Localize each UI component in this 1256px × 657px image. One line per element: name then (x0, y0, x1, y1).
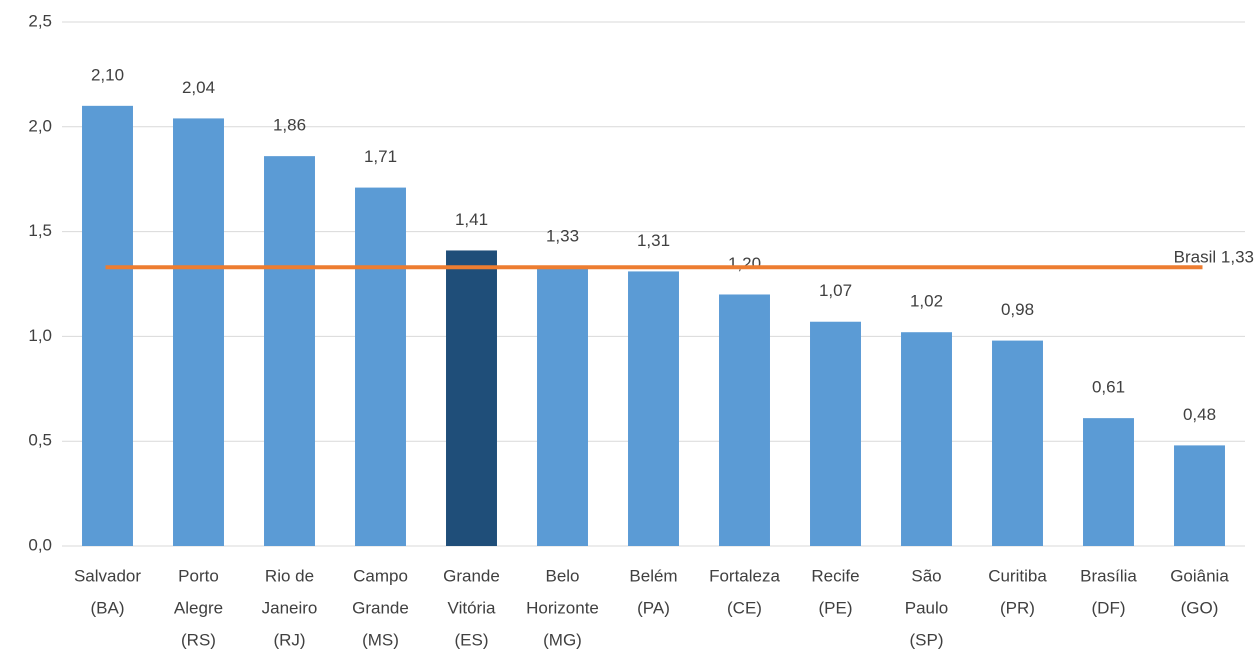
x-tick-label: (SP) (910, 630, 944, 649)
y-tick-label: 1,0 (28, 326, 52, 345)
value-label: 1,41 (455, 210, 488, 229)
x-tick-label: Grande (443, 566, 500, 585)
y-tick-label: 2,5 (28, 11, 52, 30)
value-label: 1,31 (637, 231, 670, 250)
x-tick-label: Paulo (905, 598, 948, 617)
x-tick-label: Janeiro (262, 598, 318, 617)
value-label: 1,07 (819, 281, 852, 300)
bar (810, 321, 861, 546)
value-label: 1,20 (728, 254, 761, 273)
bar (992, 340, 1043, 546)
bar (173, 118, 224, 546)
x-tick-label: Belém (629, 566, 677, 585)
bar (628, 271, 679, 546)
value-label: 2,10 (91, 65, 124, 84)
value-label: 1,71 (364, 147, 397, 166)
x-tick-label: (GO) (1181, 598, 1219, 617)
value-label: 1,86 (273, 116, 306, 135)
x-tick-label: (PR) (1000, 598, 1035, 617)
bar (446, 250, 497, 547)
x-tick-label: Fortaleza (709, 566, 780, 585)
value-label: 0,48 (1183, 405, 1216, 424)
y-tick-label: 0,5 (28, 431, 52, 450)
x-tick-label: (RJ) (273, 630, 305, 649)
x-tick-label: Grande (352, 598, 409, 617)
x-tick-label: (PE) (819, 598, 853, 617)
value-label: 0,98 (1001, 300, 1034, 319)
x-tick-label: (CE) (727, 598, 762, 617)
bar (1174, 445, 1225, 546)
bar (901, 332, 952, 546)
x-tick-label: Campo (353, 566, 408, 585)
x-tick-label: Brasília (1080, 566, 1137, 585)
value-label: 2,04 (182, 78, 215, 97)
x-tick-label: Curitiba (988, 566, 1047, 585)
x-tick-label: (DF) (1092, 598, 1126, 617)
x-tick-label: São (911, 566, 941, 585)
x-tick-label: Horizonte (526, 598, 599, 617)
x-tick-label: (PA) (637, 598, 670, 617)
x-tick-label: Vitória (448, 598, 496, 617)
x-tick-label: (ES) (455, 630, 489, 649)
bar (719, 294, 770, 546)
value-label: 1,02 (910, 292, 943, 311)
x-tick-label: Alegre (174, 598, 223, 617)
value-label: 1,33 (546, 227, 579, 246)
y-tick-label: 1,5 (28, 221, 52, 240)
bar (264, 156, 315, 547)
x-tick-label: (RS) (181, 630, 216, 649)
x-tick-label: (MS) (362, 630, 399, 649)
x-tick-label: Rio de (265, 566, 314, 585)
x-tick-label: (MG) (543, 630, 582, 649)
bar (537, 267, 588, 546)
bar (82, 105, 133, 546)
x-tick-label: Goiânia (1170, 566, 1229, 585)
x-tick-label: Porto (178, 566, 219, 585)
reference-label: Brasil 1,33 (1174, 248, 1254, 267)
x-tick-label: Salvador (74, 566, 141, 585)
x-tick-label: Belo (545, 566, 579, 585)
value-label: 0,61 (1092, 378, 1125, 397)
bar (355, 187, 406, 547)
x-tick-label: Recife (811, 566, 859, 585)
bar (1083, 418, 1134, 546)
y-tick-label: 2,0 (28, 116, 52, 135)
y-tick-label: 0,0 (28, 535, 52, 554)
x-tick-label: (BA) (91, 598, 125, 617)
